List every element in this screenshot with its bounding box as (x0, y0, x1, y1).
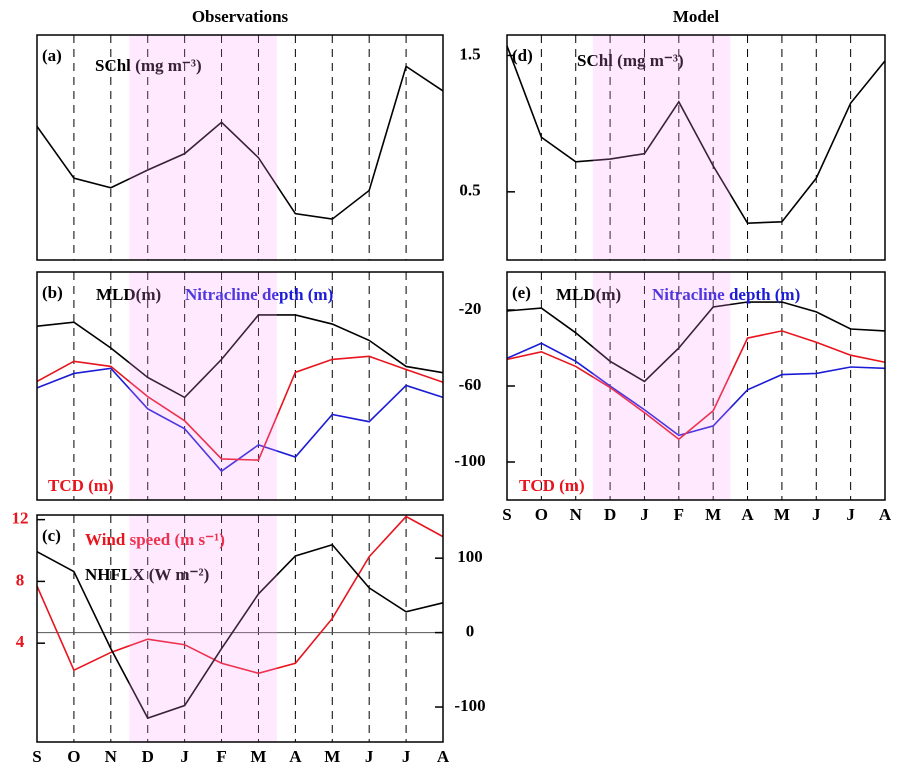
panel-label: (a) (42, 46, 62, 65)
x-tick-label: M (324, 747, 340, 766)
x-tick-label: J (402, 747, 411, 766)
panel-frame (36, 271, 444, 501)
y-tick-label: 0.5 (459, 181, 480, 200)
season-shade (592, 35, 731, 260)
x-tick-label: D (142, 747, 154, 766)
season-shade (129, 35, 277, 260)
y-tick-label: -60 (459, 375, 482, 394)
panel-label: (d) (512, 46, 533, 65)
series-label: NHFLX (W m⁻²) (85, 565, 209, 584)
x-tick-label: O (67, 747, 80, 766)
x-tick-label: D (604, 505, 616, 524)
y-tick-label: 1.5 (459, 44, 480, 63)
x-tick-label: O (535, 505, 548, 524)
y-tick-label: 12 (12, 509, 29, 528)
series-label: SChl (mg m⁻³) (577, 51, 684, 70)
x-tick-label: A (741, 505, 754, 524)
series-label: TCD (m) (519, 476, 585, 495)
series-label: Nitracline depth (m) (652, 285, 800, 304)
column-title: Observations (192, 7, 289, 26)
x-tick-label: A (289, 747, 302, 766)
x-tick-label: M (250, 747, 266, 766)
x-tick-label: A (437, 747, 450, 766)
x-tick-label: A (879, 505, 892, 524)
series-label: Wind speed (m s⁻¹) (85, 530, 225, 549)
x-tick-label: N (570, 505, 583, 524)
x-tick-label: S (502, 505, 511, 524)
panel-label: (b) (42, 283, 63, 302)
season-shade (129, 515, 277, 742)
series-line (506, 330, 886, 441)
panel-frame (36, 514, 444, 743)
series-label: Nitracline depth (m) (185, 285, 333, 304)
y2-tick-label: 100 (457, 547, 483, 566)
x-tick-label: M (774, 505, 790, 524)
season-shade (129, 272, 277, 500)
series-label: MLD(m) (96, 285, 161, 304)
column-title: Model (673, 7, 720, 26)
y-tick-label: -20 (459, 299, 482, 318)
series-line (36, 314, 444, 399)
x-tick-label: J (365, 747, 374, 766)
x-tick-label: J (640, 505, 649, 524)
x-tick-label: N (105, 747, 118, 766)
panel-frame (36, 34, 444, 261)
y-tick-label: 4 (16, 632, 25, 651)
series-line (506, 301, 886, 383)
series-line (36, 355, 444, 461)
y-tick-label: 8 (16, 570, 25, 589)
series-line (506, 342, 886, 437)
x-tick-label: J (180, 747, 189, 766)
x-tick-label: J (846, 505, 855, 524)
series-line (36, 65, 444, 220)
y2-tick-label: 0 (466, 621, 475, 640)
series-label: MLD(m) (556, 285, 621, 304)
y-tick-label: -100 (454, 451, 485, 470)
series-line (36, 515, 444, 675)
series-label: TCD (m) (48, 476, 114, 495)
series-line (36, 367, 444, 473)
x-tick-label: M (705, 505, 721, 524)
panel-label: (e) (512, 283, 531, 302)
x-tick-label: F (674, 505, 684, 524)
series-label: SChl (mg m⁻³) (95, 56, 202, 75)
panel-label: (c) (42, 526, 61, 545)
x-tick-label: J (812, 505, 821, 524)
x-tick-label: F (216, 747, 226, 766)
panel-frame (506, 34, 886, 261)
series-line (36, 543, 444, 720)
season-shade (592, 272, 731, 500)
x-tick-label: S (32, 747, 41, 766)
series-line (506, 45, 886, 225)
y2-tick-label: -100 (454, 696, 485, 715)
